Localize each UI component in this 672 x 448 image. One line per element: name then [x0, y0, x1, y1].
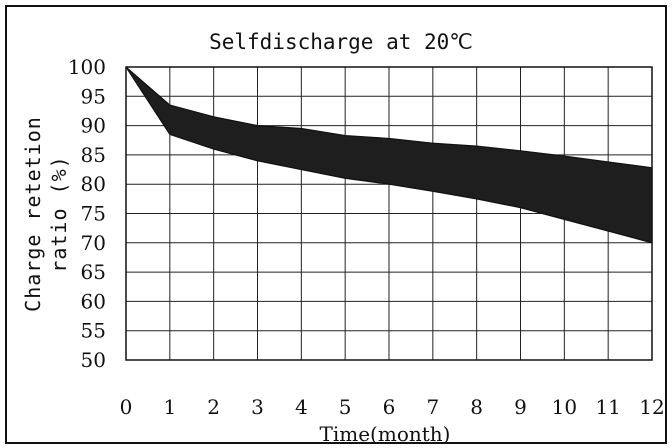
y-tick-label-65: 65: [81, 260, 106, 284]
x-tick-label-3: 3: [251, 395, 264, 419]
y-tick-label-55: 55: [81, 319, 106, 343]
y-tick-label-60: 60: [81, 289, 106, 313]
retention-band: [125, 66, 653, 244]
y-tick-label-50: 50: [81, 348, 106, 372]
x-tick-label-9: 9: [514, 395, 527, 419]
y-tick-label-90: 90: [81, 114, 106, 138]
y-tick-label-75: 75: [81, 202, 106, 226]
y-axis-label-line-1: Charge retetion: [21, 116, 45, 312]
x-tick-label-12: 12: [639, 395, 664, 419]
x-tick-label-10: 10: [552, 395, 577, 419]
x-axis-label: Time(month): [320, 422, 451, 446]
y-tick-label-70: 70: [81, 231, 106, 255]
x-tick-labels: 0 1 2 3 4 5 6 7 8 9 10 11 12: [120, 395, 665, 419]
y-tick-label-85: 85: [81, 143, 106, 167]
plot-layer: [125, 66, 653, 244]
y-axis-label-line-2: ratio (%): [47, 155, 71, 272]
x-tick-label-0: 0: [120, 395, 133, 419]
y-tick-label-100: 100: [68, 55, 106, 79]
y-tick-label-80: 80: [81, 172, 106, 196]
x-tick-label-4: 4: [295, 395, 308, 419]
x-tick-label-1: 1: [163, 395, 176, 419]
x-tick-label-8: 8: [470, 395, 483, 419]
y-tick-label-95: 95: [81, 84, 106, 108]
chart-title: Selfdischarge at 20℃: [209, 30, 473, 54]
y-tick-labels: 50 55 60 65 70 75 80 85 90 95 100: [68, 55, 106, 372]
x-tick-label-5: 5: [339, 395, 352, 419]
x-tick-label-6: 6: [383, 395, 396, 419]
x-tick-label-11: 11: [595, 395, 620, 419]
x-tick-label-7: 7: [426, 395, 439, 419]
x-tick-label-2: 2: [207, 395, 220, 419]
outer-frame: [5, 5, 667, 444]
